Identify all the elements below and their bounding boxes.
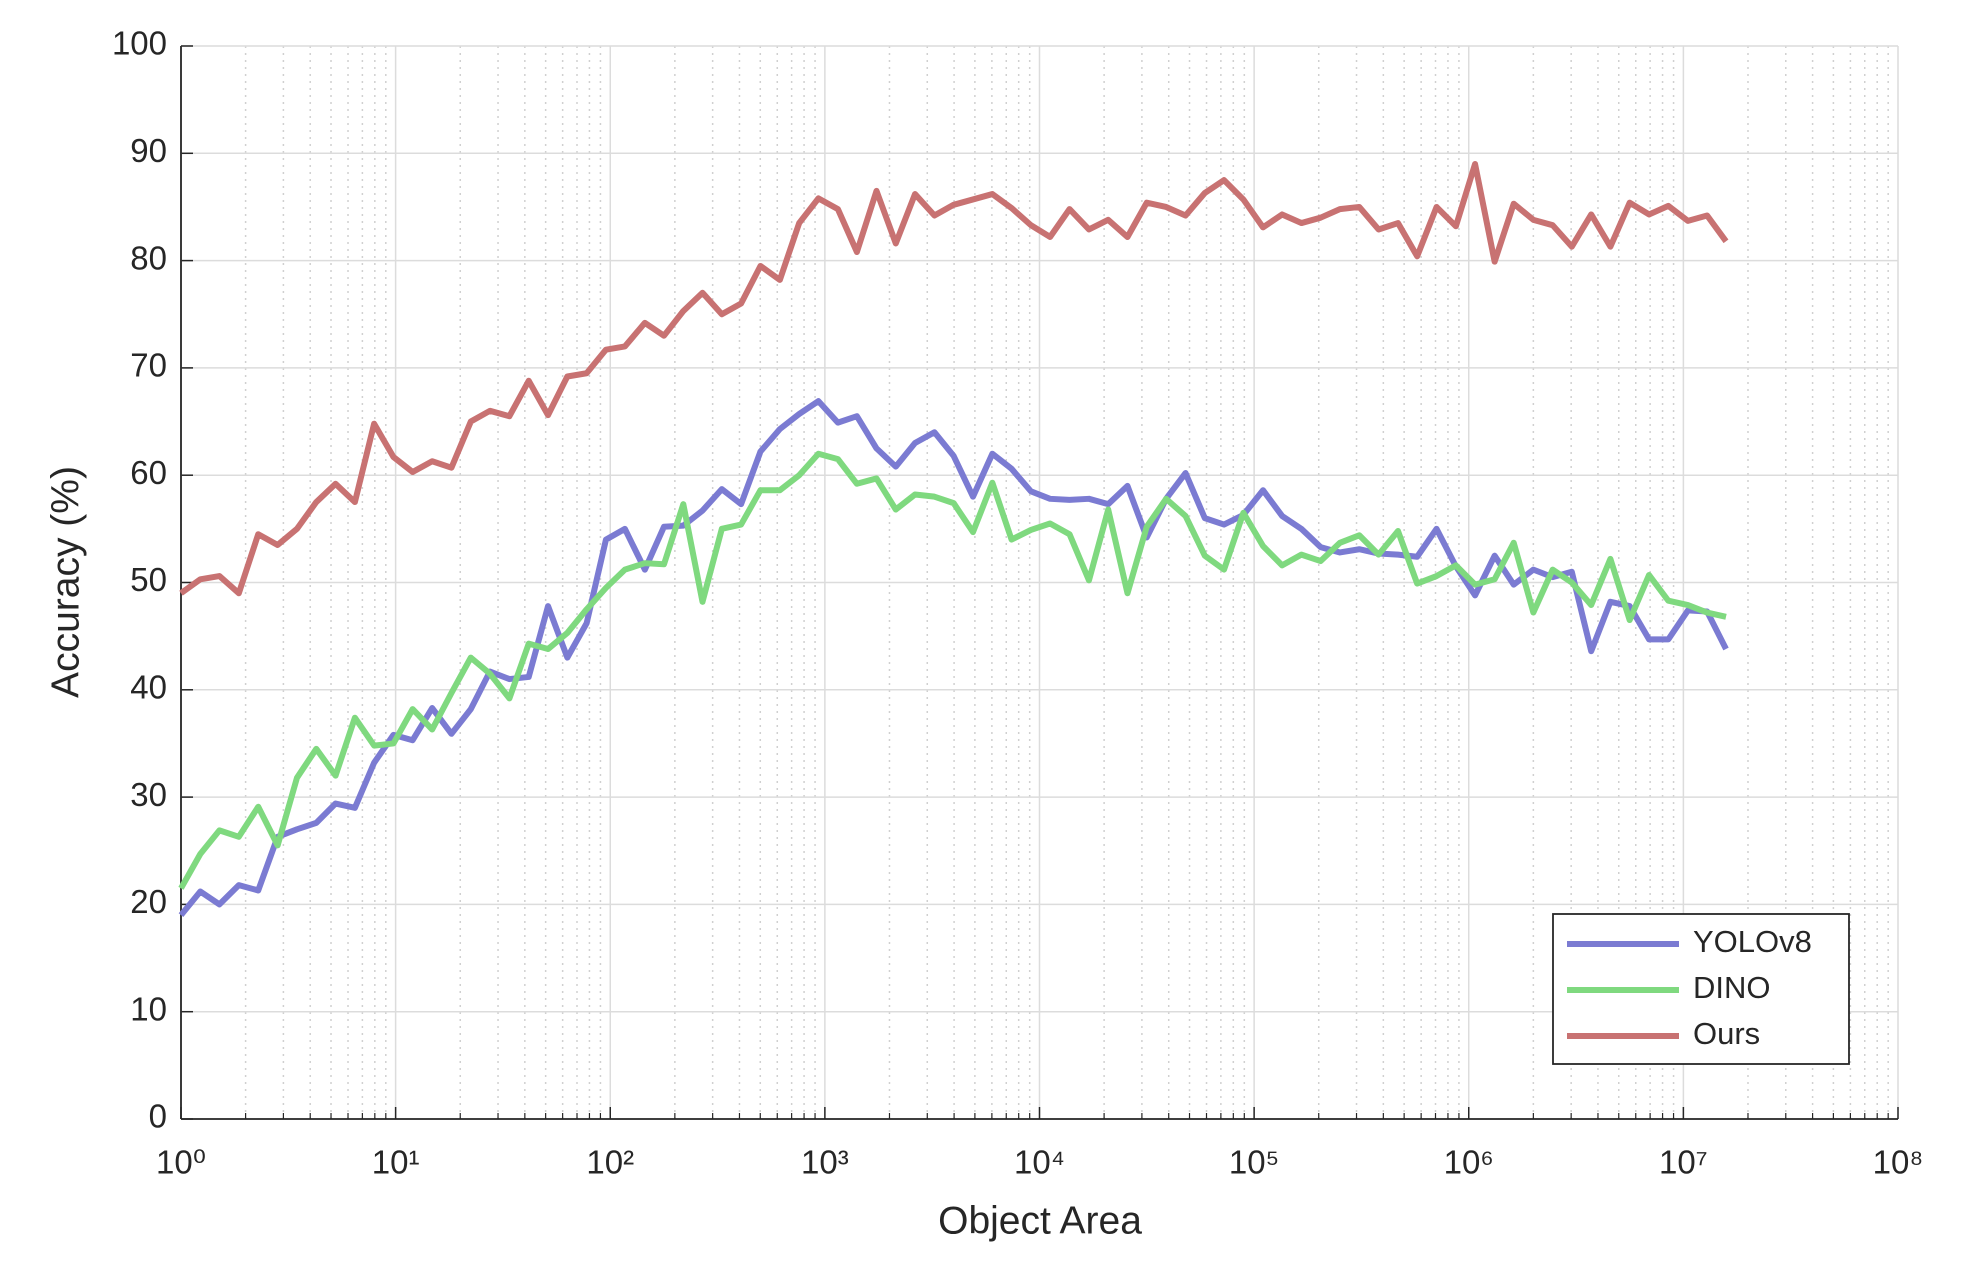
y-tick-label: 70 <box>130 347 167 384</box>
legend-label: YOLOv8 <box>1693 924 1812 959</box>
x-tick-label: 10² <box>586 1144 634 1181</box>
legend-label: DINO <box>1693 970 1771 1005</box>
y-tick-label: 60 <box>130 454 167 491</box>
y-tick-label: 20 <box>130 883 167 920</box>
y-tick-label: 90 <box>130 132 167 169</box>
y-tick-label: 10 <box>130 990 167 1027</box>
y-tick-label: 40 <box>130 669 167 706</box>
y-tick-label: 100 <box>112 25 167 62</box>
x-tick-label: 10⁰ <box>156 1144 206 1181</box>
x-tick-label: 10⁴ <box>1014 1144 1065 1181</box>
y-axis-label: Accuracy (%) <box>44 466 87 698</box>
x-tick-label: 10⁸ <box>1873 1144 1924 1181</box>
y-tick-label: 80 <box>130 239 167 276</box>
y-tick-label: 50 <box>130 561 167 598</box>
y-tick-label: 30 <box>130 776 167 813</box>
x-tick-label: 10¹ <box>372 1144 420 1181</box>
legend: YOLOv8 DINO Ours <box>1552 913 1850 1065</box>
x-tick-label: 10³ <box>801 1144 849 1181</box>
legend-label: Ours <box>1693 1016 1760 1051</box>
x-tick-label: 10⁷ <box>1659 1144 1708 1181</box>
x-tick-label: 10⁵ <box>1229 1144 1279 1181</box>
x-axis-label: Object Area <box>938 1199 1142 1242</box>
y-tick-label: 0 <box>149 1098 167 1135</box>
line-series <box>179 161 1729 597</box>
line-series <box>178 450 1727 890</box>
x-tick-label: 10⁶ <box>1444 1144 1494 1181</box>
